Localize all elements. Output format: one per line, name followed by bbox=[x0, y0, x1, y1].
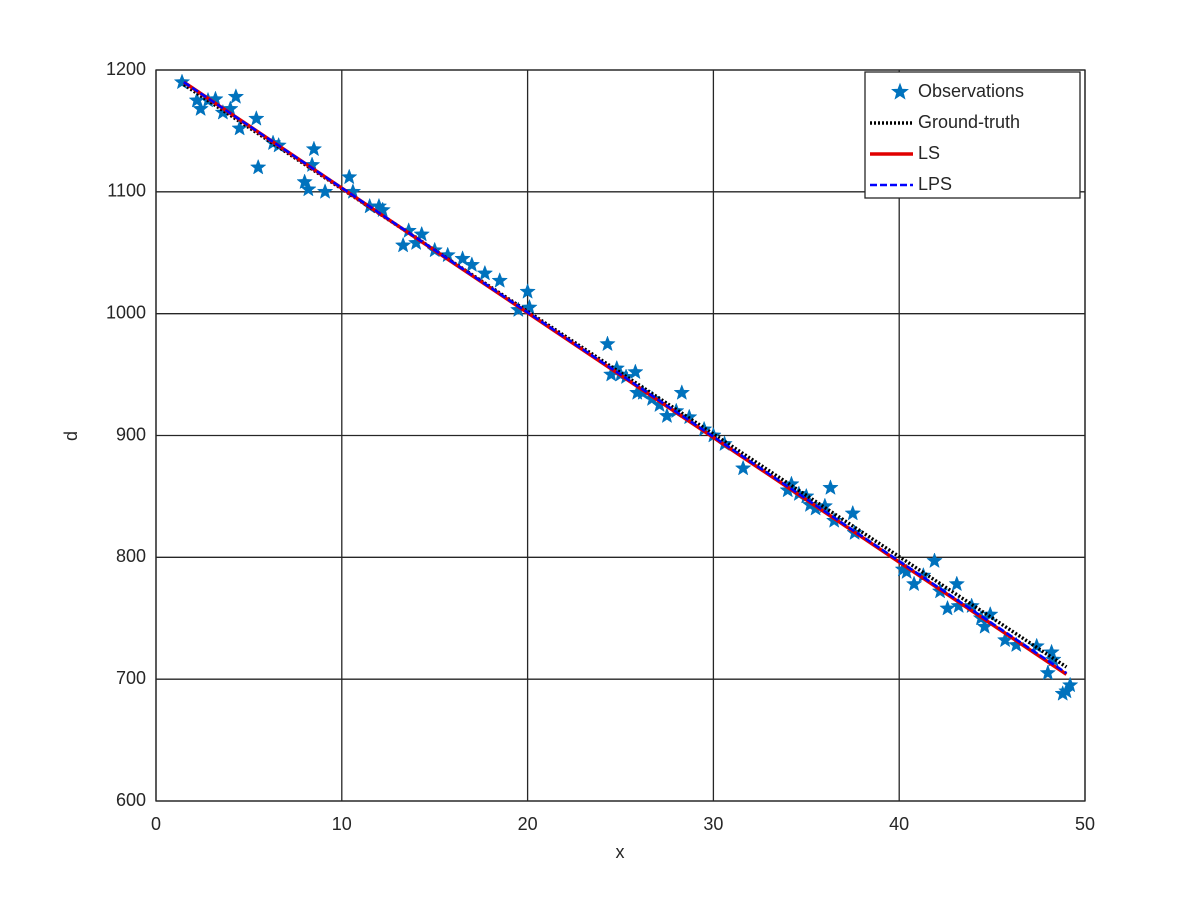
observation-point bbox=[173, 73, 191, 90]
y-tick-label: 1100 bbox=[107, 181, 146, 201]
observation-point bbox=[926, 552, 943, 569]
x-axis-label: x bbox=[616, 842, 625, 862]
observation-point bbox=[822, 479, 839, 495]
observation-point bbox=[673, 384, 691, 400]
observation-point bbox=[1061, 676, 1079, 693]
y-tick-label: 1200 bbox=[106, 59, 146, 79]
observation-point bbox=[476, 264, 494, 281]
x-tick-label: 0 bbox=[151, 814, 161, 834]
x-tick-label: 50 bbox=[1075, 814, 1095, 834]
plot-frame bbox=[155, 69, 1086, 802]
observation-point bbox=[1043, 643, 1060, 660]
observation-point bbox=[249, 158, 267, 175]
observation-point bbox=[296, 173, 313, 190]
observation-point bbox=[231, 119, 248, 136]
observation-point bbox=[305, 140, 323, 157]
observation-point bbox=[248, 110, 265, 126]
observation-point bbox=[316, 183, 334, 199]
x-tick-label: 40 bbox=[889, 814, 909, 834]
observation-point bbox=[340, 168, 358, 185]
observation-point bbox=[491, 272, 509, 288]
x-tick-label: 20 bbox=[518, 814, 538, 834]
observation-point bbox=[394, 236, 412, 253]
observation-point bbox=[844, 504, 862, 521]
observation-point bbox=[510, 301, 527, 318]
observation-point bbox=[627, 363, 644, 380]
observation-point bbox=[192, 100, 209, 117]
x-tick-label: 30 bbox=[703, 814, 723, 834]
observation-point bbox=[599, 335, 616, 352]
observation-point bbox=[1039, 664, 1057, 681]
observation-point bbox=[300, 180, 317, 197]
legend-label: LS bbox=[918, 143, 940, 163]
y-tick-label: 1000 bbox=[106, 302, 146, 322]
observation-point bbox=[734, 459, 752, 476]
y-tick-label: 700 bbox=[116, 668, 146, 688]
observation-point bbox=[463, 256, 481, 272]
legend-marker bbox=[891, 82, 909, 100]
observation-point bbox=[413, 225, 430, 242]
y-tick-label: 800 bbox=[116, 546, 146, 566]
fit-line bbox=[183, 81, 1068, 675]
legend-label: LPS bbox=[918, 174, 952, 194]
observation-point bbox=[948, 575, 966, 592]
y-axis-label: d bbox=[61, 431, 81, 441]
y-tick-label: 900 bbox=[116, 424, 146, 444]
legend-label: Ground-truth bbox=[918, 112, 1020, 132]
x-tick-label: 10 bbox=[332, 814, 352, 834]
observation-point bbox=[981, 605, 999, 622]
observation-point bbox=[939, 599, 956, 616]
observation-point bbox=[454, 250, 471, 266]
observation-point bbox=[227, 88, 245, 104]
observation-point bbox=[519, 283, 536, 299]
legend-label: Observations bbox=[918, 81, 1024, 101]
y-tick-label: 600 bbox=[116, 790, 146, 810]
